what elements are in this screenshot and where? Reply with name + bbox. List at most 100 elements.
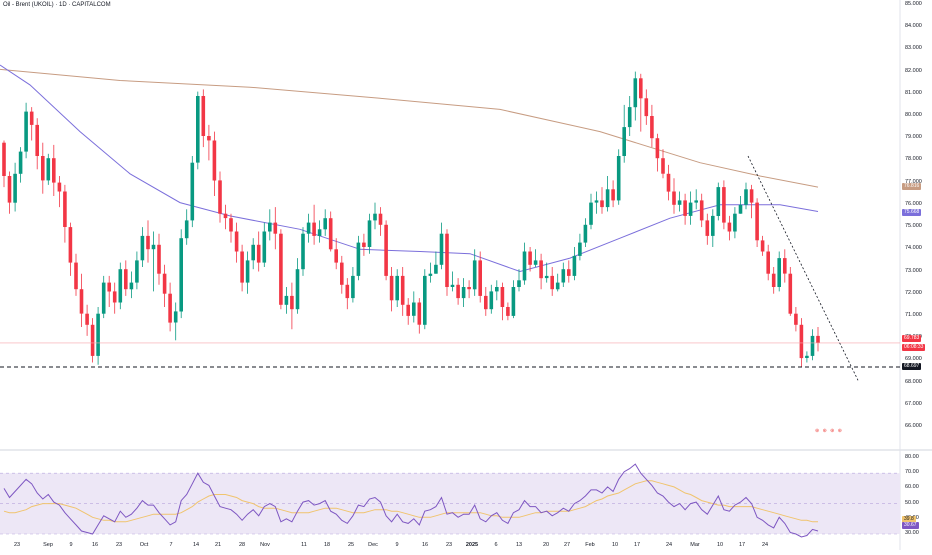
candle bbox=[522, 242, 527, 285]
candle bbox=[184, 209, 189, 245]
time-axis-label: 6 bbox=[494, 542, 498, 548]
candle bbox=[810, 329, 815, 361]
candle bbox=[755, 198, 759, 247]
candle-body bbox=[57, 182, 62, 192]
candle-body bbox=[317, 229, 322, 236]
candle-body bbox=[738, 204, 743, 214]
candle bbox=[705, 213, 710, 245]
candle bbox=[655, 133, 660, 172]
time-axis-label: 20 bbox=[542, 542, 550, 548]
candle bbox=[805, 351, 809, 363]
candle bbox=[135, 251, 139, 290]
candle bbox=[506, 302, 510, 321]
candle bbox=[517, 269, 521, 292]
candle bbox=[633, 71, 638, 121]
candle-body bbox=[168, 293, 172, 323]
price-axis-label: 68.000 bbox=[905, 378, 922, 385]
candle bbox=[245, 251, 250, 294]
candle bbox=[18, 147, 23, 183]
rsi-axis-label: 30.00 bbox=[905, 530, 919, 536]
candle bbox=[816, 327, 820, 352]
candle-body bbox=[18, 151, 23, 174]
price-axis-label: 74.000 bbox=[905, 245, 922, 252]
candle-body bbox=[699, 200, 704, 221]
candle bbox=[112, 282, 117, 314]
candle bbox=[223, 204, 228, 230]
candle bbox=[694, 189, 698, 210]
candle bbox=[212, 131, 217, 196]
candle-body bbox=[107, 282, 111, 292]
candle bbox=[794, 307, 798, 332]
candle-body bbox=[179, 238, 183, 312]
candle-body bbox=[622, 127, 626, 156]
candle bbox=[600, 187, 604, 214]
time-axis-label: 17 bbox=[738, 542, 746, 548]
candle bbox=[511, 280, 516, 319]
candle-body bbox=[13, 173, 17, 203]
candle-body bbox=[672, 191, 676, 205]
candle bbox=[766, 244, 770, 281]
candle-body bbox=[312, 222, 316, 236]
price-axis-label: 69.000 bbox=[905, 356, 922, 363]
candle-body bbox=[478, 260, 482, 296]
candle bbox=[417, 298, 422, 334]
time-axis-label: 21 bbox=[214, 542, 222, 548]
candle bbox=[412, 291, 416, 323]
candle-body bbox=[395, 275, 399, 301]
candle bbox=[484, 287, 488, 316]
candle-body bbox=[434, 264, 438, 274]
candle-body bbox=[555, 282, 560, 290]
candle-body bbox=[328, 218, 333, 250]
candle-body bbox=[273, 222, 278, 234]
candle bbox=[616, 149, 621, 205]
candle bbox=[788, 267, 793, 316]
candle bbox=[179, 229, 183, 319]
candle-body bbox=[666, 173, 671, 192]
candle bbox=[561, 262, 566, 287]
candle bbox=[90, 318, 95, 363]
candle-body bbox=[196, 96, 200, 163]
candle bbox=[24, 102, 28, 159]
time-axis-label: 27 bbox=[563, 542, 571, 548]
candle bbox=[85, 304, 89, 336]
candle bbox=[306, 213, 311, 243]
candle bbox=[96, 307, 100, 365]
candle-body bbox=[744, 189, 748, 205]
time-axis-label: 23 bbox=[115, 542, 123, 548]
candle-body bbox=[68, 227, 73, 263]
candle-body bbox=[290, 295, 294, 310]
time-axis-label: 9 bbox=[69, 542, 73, 548]
candle-body bbox=[627, 107, 632, 128]
time-axis-label: Sep bbox=[43, 542, 53, 548]
candle-body bbox=[223, 213, 228, 219]
candle bbox=[13, 162, 17, 212]
candle-body bbox=[157, 244, 161, 274]
candle bbox=[744, 182, 748, 210]
candle bbox=[196, 91, 200, 170]
time-axis-label: 23 bbox=[13, 542, 21, 548]
plot-background bbox=[0, 0, 900, 550]
candle-body bbox=[771, 273, 776, 287]
candle bbox=[400, 267, 405, 316]
rsi-axis-label: 50.00 bbox=[905, 499, 919, 506]
candle bbox=[2, 140, 6, 188]
candle-body bbox=[655, 138, 660, 159]
time-axis-label: Dec bbox=[368, 542, 378, 548]
candle bbox=[373, 202, 377, 230]
candle-body bbox=[633, 78, 638, 108]
candle bbox=[190, 156, 195, 228]
candle-body bbox=[594, 200, 599, 203]
candle-body bbox=[234, 231, 239, 252]
chart-controls[interactable]: ⊕ ⊕ ⊕ ⊕ bbox=[815, 428, 843, 434]
candle bbox=[771, 267, 776, 294]
candle bbox=[146, 220, 150, 263]
time-axis-label: 18 bbox=[323, 542, 331, 548]
candle-body bbox=[373, 213, 377, 221]
candle bbox=[500, 282, 505, 321]
candle-body bbox=[578, 242, 582, 256]
candle bbox=[627, 96, 632, 136]
price-axis-label: 82.000 bbox=[905, 67, 922, 74]
candle bbox=[539, 253, 543, 290]
